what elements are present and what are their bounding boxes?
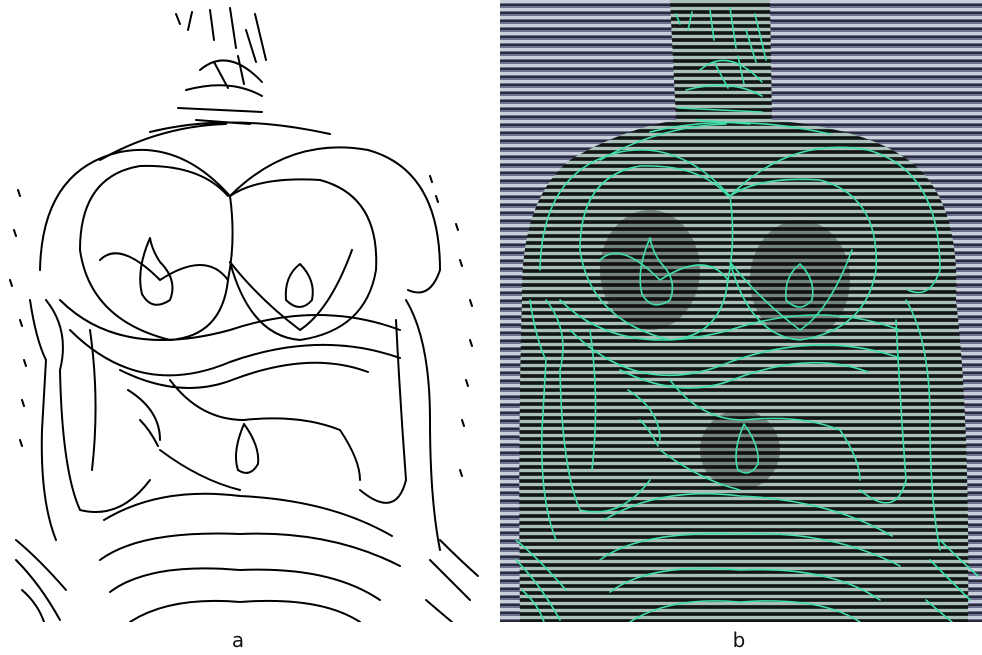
panel-b-label: b (732, 628, 746, 652)
contour-drawing-a (9, 7, 479, 622)
panel-b-moire-photo (500, 0, 982, 622)
moire-image-b (500, 0, 982, 622)
panel-a-contour-lines (0, 0, 492, 622)
panel-a-label: a (231, 628, 245, 652)
